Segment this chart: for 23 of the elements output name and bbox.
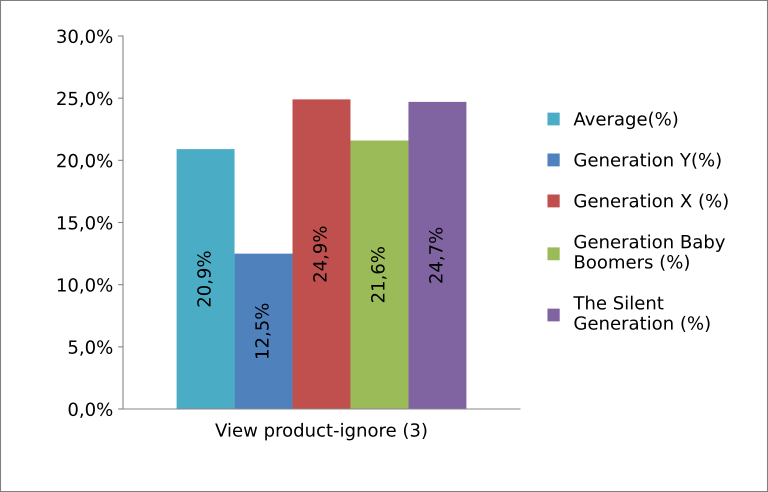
- y-tick-label: 25,0%: [57, 92, 112, 108]
- legend-label: The Silent Generation (%): [573, 296, 710, 332]
- bar: [408, 102, 466, 409]
- data-label: 20,9%: [197, 251, 213, 306]
- legend-label: Generation Baby Boomers (%): [574, 234, 725, 271]
- bar: [292, 99, 350, 409]
- bar: [176, 149, 235, 409]
- bar: [234, 254, 293, 409]
- y-tick-label: 10,0%: [58, 278, 112, 294]
- data-label: 24,9%: [313, 226, 329, 282]
- y-tick-label: 5,0%: [68, 340, 112, 356]
- y-tick-label: 20,0%: [57, 154, 112, 170]
- y-tick-label: 30,0%: [57, 29, 112, 45]
- y-tick-label: 0,0%: [68, 402, 112, 418]
- bar: [350, 140, 408, 409]
- legend-label: Average(%): [574, 112, 678, 130]
- legend-label: Generation X (%): [574, 194, 728, 210]
- data-label: 12,5%: [255, 304, 271, 358]
- data-label: 21,6%: [371, 247, 387, 302]
- data-label: 24,7%: [429, 228, 445, 283]
- x-tick-label: View product-ignore (3): [215, 422, 426, 440]
- legend-label: Generation Y(%): [574, 152, 721, 169]
- y-tick-label: 15,0%: [58, 216, 112, 232]
